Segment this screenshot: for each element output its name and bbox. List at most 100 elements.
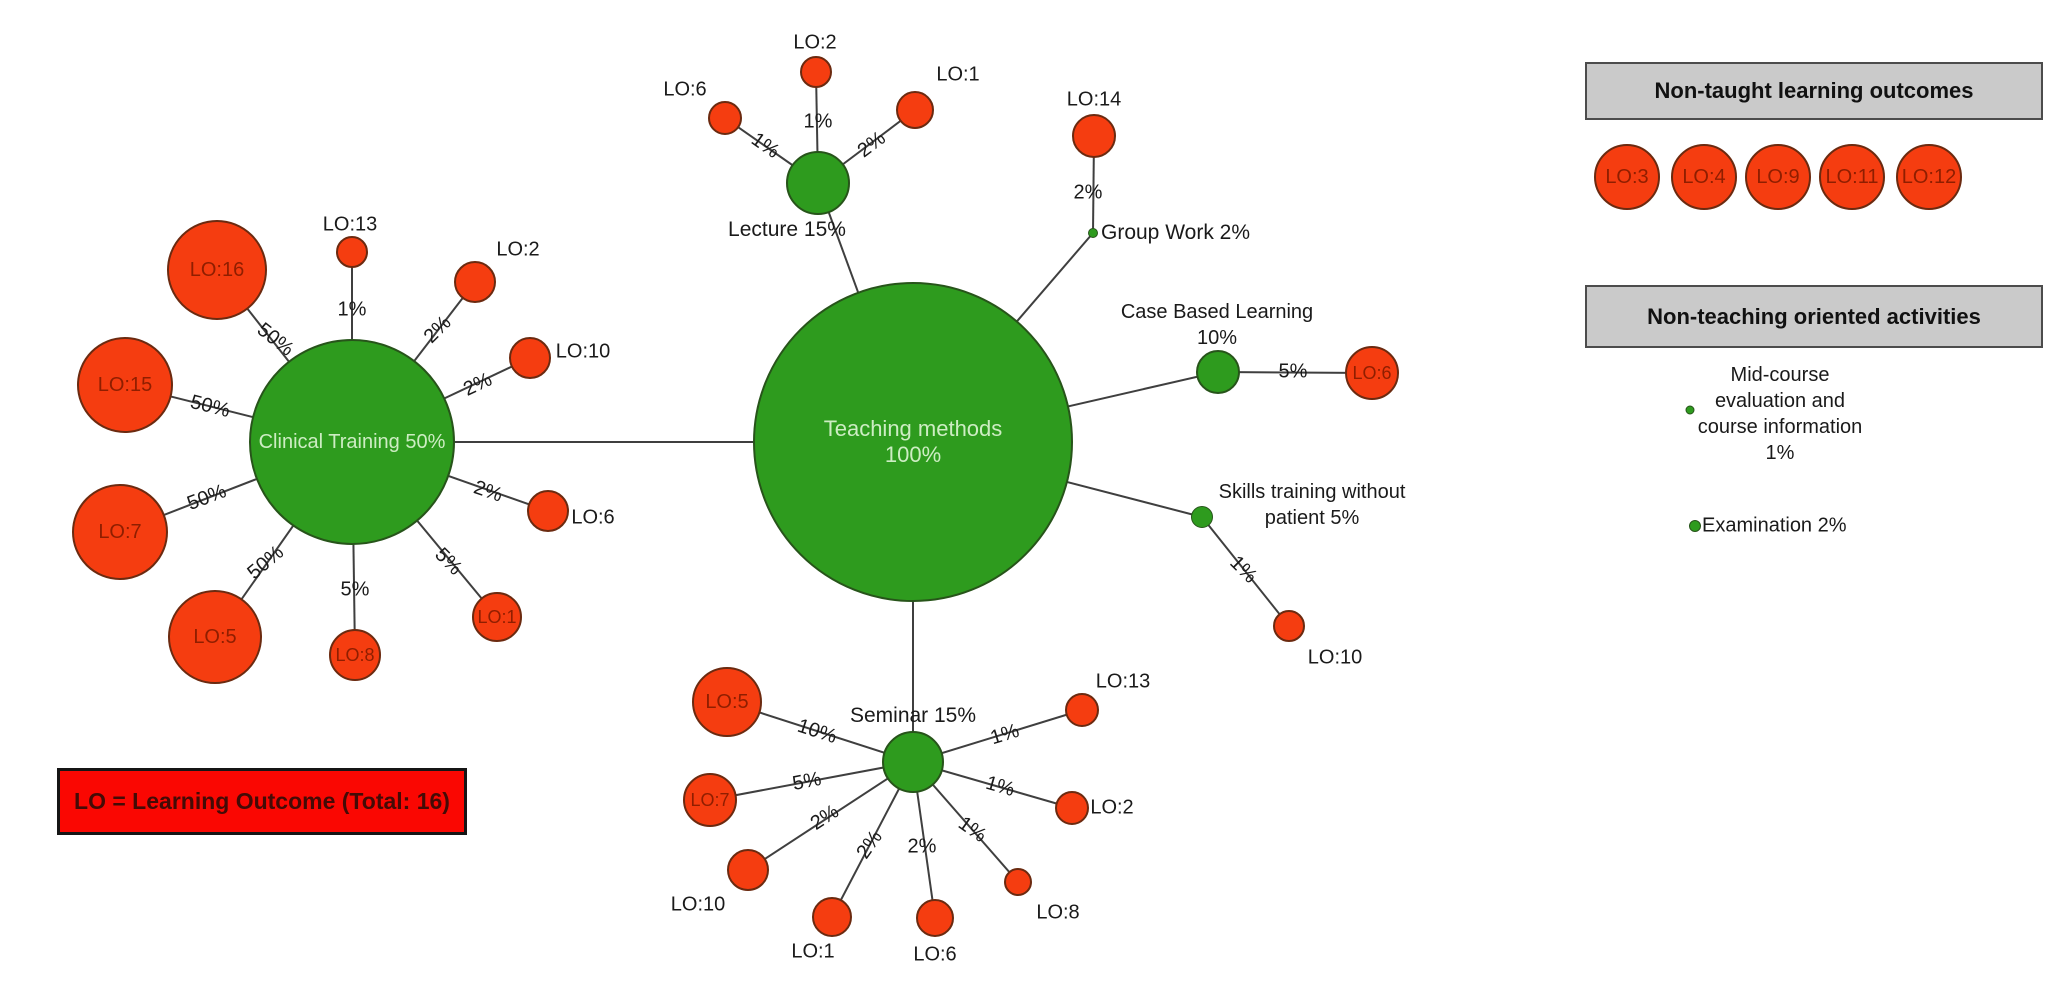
non-taught-node-lo3-label: LO:3 (1605, 165, 1649, 188)
lecture-node-lo6 (708, 101, 742, 135)
seminar-node-lo1 (812, 897, 852, 937)
seminar-label: Seminar 15% (849, 704, 977, 727)
non-taught-node-lo12-label: LO:12 (1901, 165, 1957, 188)
clinical-node-lo16: LO:16 (167, 220, 267, 320)
non-taught-node-lo11: LO:11 (1819, 144, 1885, 210)
lecture-node-lo1-label: LO:1 (936, 63, 980, 86)
non-taught-node-lo9-label: LO:9 (1756, 165, 1800, 188)
group-work-node-lo14 (1072, 114, 1116, 158)
case-based-pct: 10% (1196, 327, 1238, 349)
clinical-node-lo2 (454, 261, 496, 303)
clinical-node-lo10-label: LO:10 (555, 340, 611, 363)
seminar-hub (882, 731, 944, 793)
examination-dot (1689, 520, 1701, 532)
case-based-title: Case Based Learning (1120, 301, 1314, 323)
clinical-training-hub: Clinical Training 50% (249, 339, 455, 545)
non-teaching-header: Non-teaching oriented activities (1585, 285, 2043, 348)
non-taught-header: Non-taught learning outcomes (1585, 62, 2043, 120)
mid-course-label: Mid-course evaluation and course informa… (1698, 362, 1863, 466)
seminar-node-lo8 (1004, 868, 1032, 896)
edge-label: 5% (1278, 360, 1308, 383)
case-based-node-lo6: LO:6 (1345, 346, 1399, 400)
case-based-hub (1196, 350, 1240, 394)
clinical-node-lo6 (527, 490, 569, 532)
seminar-node-lo6 (916, 899, 954, 937)
seminar-node-lo5: LO:5 (692, 667, 762, 737)
teaching-methods-pct: 100% (884, 442, 942, 467)
lecture-label: Lecture 15% (728, 218, 846, 241)
mid-course-dot (1685, 405, 1695, 415)
clinical-training-label: Clinical Training 50% (258, 430, 446, 453)
edge-label: 2% (907, 835, 937, 858)
lecture-node-lo1 (896, 91, 934, 129)
skills-training-label: Skills training without patient 5% (1219, 479, 1406, 531)
legend-box: LO = Learning Outcome (Total: 16) (57, 768, 467, 835)
seminar-node-lo6-label: LO:6 (913, 943, 957, 966)
seminar-node-lo10 (727, 849, 769, 891)
group-work-dot (1088, 228, 1098, 238)
edge-label: 2% (1073, 181, 1103, 204)
seminar-node-lo1-label: LO:1 (791, 940, 835, 963)
seminar-node-lo8-label: LO:8 (1036, 901, 1080, 924)
clinical-node-lo1-label: LO:1 (477, 606, 517, 627)
seminar-node-lo10-label: LO:10 (670, 893, 726, 916)
non-teaching-title: Non-teaching oriented activities (1647, 303, 1981, 329)
clinical-node-lo6-label: LO:6 (571, 506, 615, 529)
lecture-node-lo2 (800, 56, 832, 88)
skills-training-line2: patient 5% (1264, 507, 1360, 529)
clinical-node-lo7-label: LO:7 (98, 520, 142, 543)
clinical-node-lo15-label: LO:15 (97, 373, 153, 396)
edge-line (709, 761, 914, 801)
non-taught-node-lo11-label: LO:11 (1825, 165, 1879, 188)
seminar-node-lo13 (1065, 693, 1099, 727)
clinical-node-lo5-label: LO:5 (193, 625, 237, 648)
group-work-label: Group Work 2% (1101, 221, 1250, 244)
teaching-methods-hub: Teaching methods 100% (753, 282, 1073, 602)
legend-text: LO = Learning Outcome (Total: 16) (74, 788, 450, 814)
edge-label: 1% (337, 298, 367, 321)
mid-course-line4: 1% (1765, 442, 1795, 464)
teaching-methods-label: Teaching methods 100% (824, 416, 1003, 468)
mid-course-line3: course information (1697, 416, 1863, 438)
clinical-node-lo16-label: LO:16 (189, 258, 245, 281)
edge-line (1201, 516, 1290, 627)
clinical-node-lo10 (509, 337, 551, 379)
skills-training-dot (1191, 506, 1213, 528)
skills-node-lo10 (1273, 610, 1305, 642)
mid-course-line2: evaluation and (1714, 390, 1846, 412)
clinical-node-lo13 (336, 236, 368, 268)
clinical-node-lo5: LO:5 (168, 590, 262, 684)
case-based-node-lo6-label: LO:6 (1352, 362, 1392, 383)
seminar-node-lo7-label: LO:7 (690, 789, 730, 810)
seminar-node-lo2-label: LO:2 (1090, 796, 1134, 819)
teaching-methods-title: Teaching methods (823, 416, 1003, 441)
non-taught-node-lo9: LO:9 (1745, 144, 1811, 210)
non-taught-node-lo12: LO:12 (1896, 144, 1962, 210)
edge-label: 5% (340, 578, 370, 601)
seminar-node-lo2 (1055, 791, 1089, 825)
non-taught-title: Non-taught learning outcomes (1654, 78, 1974, 103)
lecture-hub (786, 151, 850, 215)
edge-line (747, 761, 914, 871)
non-taught-node-lo3: LO:3 (1594, 144, 1660, 210)
lecture-node-lo6-label: LO:6 (663, 78, 707, 101)
non-taught-node-lo4: LO:4 (1671, 144, 1737, 210)
seminar-node-lo5-label: LO:5 (705, 690, 749, 713)
clinical-node-lo13-label: LO:13 (322, 213, 378, 236)
case-based-label: Case Based Learning 10% (1121, 299, 1313, 351)
clinical-node-lo1: LO:1 (472, 592, 522, 642)
clinical-node-lo8-label: LO:8 (335, 644, 375, 665)
edge-label: 1% (803, 110, 833, 133)
group-work-node-lo14-label: LO:14 (1066, 88, 1122, 111)
lecture-node-lo2-label: LO:2 (793, 31, 837, 54)
skills-training-line1: Skills training without (1218, 481, 1406, 503)
clinical-node-lo2-label: LO:2 (496, 238, 540, 261)
skills-node-lo10-label: LO:10 (1307, 646, 1363, 669)
clinical-node-lo7: LO:7 (72, 484, 168, 580)
examination-label: Examination 2% (1702, 514, 1847, 537)
seminar-node-lo13-label: LO:13 (1095, 670, 1151, 693)
mid-course-line1: Mid-course (1730, 364, 1830, 386)
clinical-node-lo15: LO:15 (77, 337, 173, 433)
clinical-node-lo8: LO:8 (329, 629, 381, 681)
